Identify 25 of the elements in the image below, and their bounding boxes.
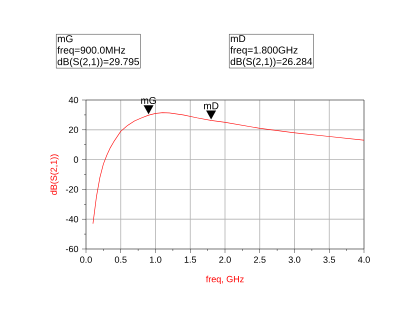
y-tick-label: -20 bbox=[66, 186, 78, 193]
y-axis-title: dB(S(2,1)) bbox=[50, 154, 59, 195]
x-tick-label: 4.0 bbox=[358, 256, 370, 263]
y-tick-label: 40 bbox=[68, 96, 78, 104]
y-tick-label: 20 bbox=[68, 126, 78, 133]
x-tick-label: 2.0 bbox=[219, 256, 231, 263]
x-tick-label: 3.0 bbox=[288, 256, 300, 263]
x-tick-label: 1.0 bbox=[150, 256, 162, 263]
y-tick-label: -40 bbox=[66, 216, 78, 222]
text: freq=900.0MHz bbox=[57, 46, 126, 56]
x-tick-label: 3.5 bbox=[323, 256, 336, 263]
text: dB(S(2,1))=29.795 bbox=[58, 58, 140, 68]
x-tick-label: 0.0 bbox=[80, 256, 92, 263]
y-tick-label: 0 bbox=[74, 156, 78, 163]
text: dB(S(2,1))=26.284 bbox=[230, 58, 312, 68]
x-tick-label: 0.5 bbox=[114, 256, 127, 263]
y-tick-label: -60 bbox=[66, 246, 78, 252]
x-tick-label: 2.5 bbox=[254, 256, 266, 263]
text: mG bbox=[58, 35, 73, 42]
annotation: mG bbox=[141, 96, 156, 104]
x-tick-label: 1.5 bbox=[184, 256, 196, 263]
annotation: mD bbox=[204, 102, 218, 110]
text: freq=1.800GHz bbox=[230, 46, 298, 56]
x-axis-title: freq, GHz bbox=[206, 276, 244, 284]
text: mD bbox=[230, 35, 246, 42]
